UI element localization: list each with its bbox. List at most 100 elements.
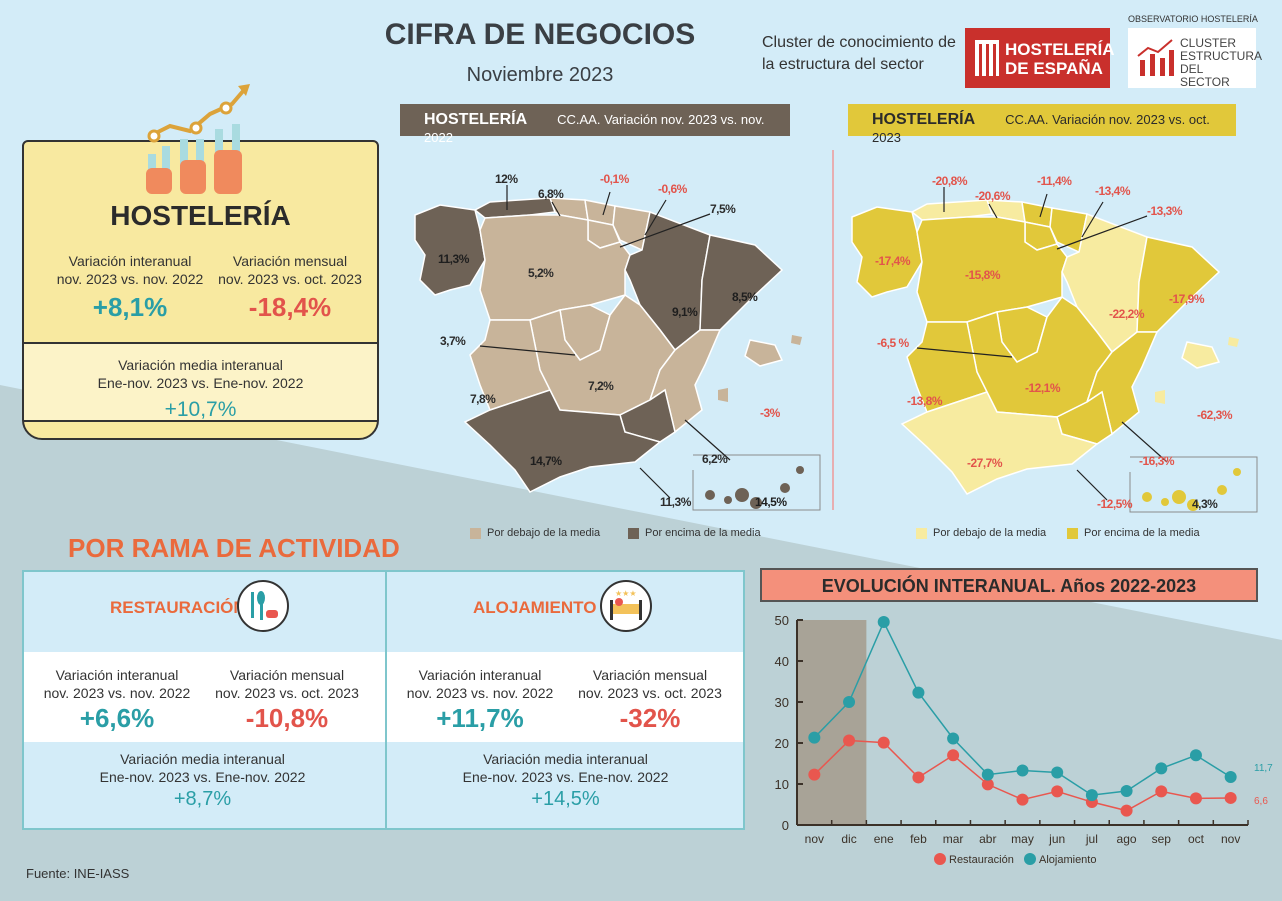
rama-section-title: POR RAMA DE ACTIVIDAD xyxy=(68,533,400,563)
legend-swatch xyxy=(1067,527,1078,539)
x-tick-label: feb xyxy=(910,832,927,846)
y-tick-label: 50 xyxy=(775,613,789,628)
legend-label: Por debajo de la media xyxy=(933,527,1047,539)
label-line: Variación mensual xyxy=(232,253,348,269)
label-line: nov. 2023 vs. nov. 2022 xyxy=(56,271,204,287)
obs-line1: CLUSTER xyxy=(1180,36,1237,50)
region-castilla_leon xyxy=(916,216,1068,323)
region-valencia xyxy=(1085,331,1159,436)
region-label-asturias: -20,8% xyxy=(932,174,968,188)
page-title: CIFRA DE NEGOCIOS xyxy=(384,18,696,51)
map-mensual-banner: HOSTELERÍA CC.AA. Variación nov. 2023 vs.… xyxy=(848,104,1236,145)
label-line: Ene-nov. 2023 vs. Ene-nov. 2022 xyxy=(462,769,669,785)
region-canarias-island xyxy=(780,483,790,493)
label-line: Variación mensual xyxy=(592,667,708,683)
label-line: nov. 2023 vs. oct. 2023 xyxy=(218,271,362,287)
label-line: Variación media interanual xyxy=(483,751,648,767)
restauracion-media-label: Variación media interanual Ene-nov. 2023 … xyxy=(22,750,383,786)
restauracion-mensual-value: -10,8% xyxy=(245,703,329,733)
banner-title: HOSTELERÍA xyxy=(424,111,528,128)
chart-title: EVOLUCIÓN INTERANUAL. Años 2022-2023 xyxy=(760,568,1258,602)
x-tick-label: dic xyxy=(841,832,856,846)
region-label-rioja: 7,5% xyxy=(710,202,736,216)
leader-line xyxy=(916,347,1013,358)
region-label-cataluna: 8,5% xyxy=(732,290,758,304)
label-line: Ene-nov. 2023 vs. Ene-nov. 2022 xyxy=(97,375,304,391)
restauracion-interanual-label: Variación interanual nov. 2023 vs. nov. 2… xyxy=(32,666,202,702)
region-label-baleares: -3% xyxy=(760,406,780,420)
y-tick-label: 30 xyxy=(775,695,789,710)
media-band xyxy=(24,342,377,422)
x-tick-label: ago xyxy=(1117,832,1137,846)
region-label-valencia: -16,3% xyxy=(1139,454,1175,468)
legend-marker xyxy=(1024,853,1036,865)
x-tick-label: jul xyxy=(1085,832,1098,846)
x-tick-label: may xyxy=(1011,832,1034,846)
leader-line xyxy=(1081,201,1104,238)
observatorio-label: OBSERVATORIO HOSTELERÍA xyxy=(1128,14,1258,24)
region-label-rioja: -13,3% xyxy=(1147,204,1183,218)
data-point xyxy=(912,686,925,699)
region-ibiza xyxy=(718,388,728,402)
region-canarias-island xyxy=(1217,485,1227,495)
y-tick-label: 40 xyxy=(775,654,789,669)
x-tick-label: sep xyxy=(1152,832,1172,846)
label-line: nov. 2023 vs. oct. 2023 xyxy=(578,685,722,701)
region-andalucia xyxy=(463,389,662,493)
end-label: 11,7 xyxy=(1254,763,1273,774)
alojamiento-media-value: +14,5% xyxy=(531,788,600,810)
region-galicia xyxy=(414,204,486,296)
leader-line xyxy=(602,191,611,216)
data-point xyxy=(808,731,821,744)
banner-title: HOSTELERÍA xyxy=(872,111,976,128)
region-label-valencia: 6,2% xyxy=(702,452,728,466)
cluster-text: Cluster de conocimiento de la estructura … xyxy=(762,32,956,76)
legend-swatch xyxy=(470,527,481,539)
banner-subtitle: CC.AA. Variación nov. 2023 vs. oct. 2023 xyxy=(872,112,1210,145)
legend-label: Alojamiento xyxy=(1039,854,1096,866)
data-point xyxy=(1189,749,1202,762)
region-label-navarra: -0,6% xyxy=(658,182,687,196)
restauracion-media-value: +8,7% xyxy=(173,788,232,810)
region-canarias-island xyxy=(1233,468,1241,476)
x-tick-label: ene xyxy=(874,832,894,846)
rama-band xyxy=(24,652,743,742)
banner-subtitle: CC.AA. Variación nov. 2023 vs. nov. 2022 xyxy=(424,112,765,145)
region-canarias-island xyxy=(705,490,715,500)
canarias-inset-box xyxy=(692,454,821,511)
region-cataluna xyxy=(1136,236,1221,333)
legend-swatch xyxy=(628,527,639,539)
legend-above-mensual: Por encima de la media xyxy=(1067,527,1200,539)
cluster-line1: Cluster de conocimiento de xyxy=(762,34,956,51)
x-tick-label: jun xyxy=(1048,832,1065,846)
data-point xyxy=(1224,771,1237,784)
legend-above-interanual: Por encima de la media xyxy=(628,527,761,539)
mensual-label: Variación mensual nov. 2023 vs. oct. 2023 xyxy=(210,252,370,288)
legend-swatch xyxy=(916,527,927,539)
source-note: Fuente: INE-IASS xyxy=(26,866,130,881)
region-label-castilla_la_mancha: 7,2% xyxy=(588,379,614,393)
region-label-cantabria: -20,6% xyxy=(975,189,1011,203)
region-label-extremadura: -13,8% xyxy=(907,394,943,408)
rama-panel xyxy=(22,570,745,830)
label-line: nov. 2023 vs. nov. 2022 xyxy=(43,685,191,701)
x-tick-label: nov xyxy=(805,832,824,846)
candlestick-icon xyxy=(1137,39,1174,76)
restauracion-title: RESTAURACIÓN xyxy=(110,598,246,617)
map-mensual xyxy=(851,187,1258,513)
leader-line xyxy=(639,467,671,499)
legend-below-interanual: Por debajo de la media xyxy=(470,527,600,539)
alojamiento-interanual-label: Variación interanual nov. 2023 vs. nov. 2… xyxy=(395,666,565,702)
region-label-canarias: 4,3% xyxy=(1192,497,1218,511)
hosteleria-title: HOSTELERÍA xyxy=(110,200,291,231)
region-label-murcia: -12,5% xyxy=(1097,497,1133,511)
region-label-canarias: 14,5% xyxy=(755,495,787,509)
y-tick-label: 20 xyxy=(775,736,789,751)
label-line: Variación interanual xyxy=(68,253,192,269)
region-canarias-island xyxy=(724,496,732,504)
map-interanual-banner: HOSTELERÍA CC.AA. Variación nov. 2023 vs.… xyxy=(400,104,790,145)
region-label-galicia: 11,3% xyxy=(438,252,469,266)
leader-line xyxy=(644,199,667,236)
region-label-asturias: 12% xyxy=(495,172,518,186)
